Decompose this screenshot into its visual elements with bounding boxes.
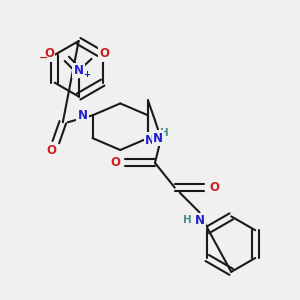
Text: −: − [39, 53, 48, 63]
Text: N: N [74, 64, 84, 77]
Text: N: N [78, 109, 88, 122]
Text: O: O [209, 181, 219, 194]
Text: H: H [183, 215, 192, 225]
Text: O: O [46, 143, 56, 157]
Text: N: N [194, 214, 205, 227]
Text: N: N [145, 134, 155, 147]
Text: +: + [84, 70, 91, 79]
Text: O: O [44, 47, 54, 60]
Text: O: O [110, 156, 120, 170]
Text: O: O [99, 47, 110, 60]
Text: N: N [153, 132, 163, 145]
Text: H: H [160, 128, 169, 138]
